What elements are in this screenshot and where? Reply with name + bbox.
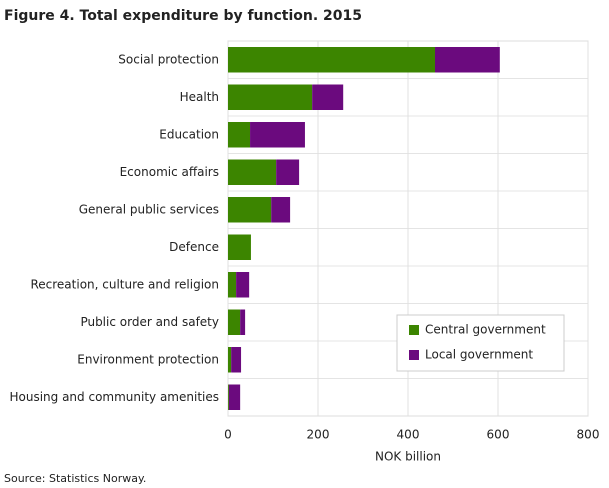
legend-box [396, 314, 565, 372]
x-tick-label: 200 [307, 428, 330, 442]
bar-segment [228, 384, 241, 410]
bar-segment [228, 159, 277, 185]
bar-segment [276, 159, 300, 185]
legend-label: Local government [425, 348, 533, 362]
x-tick-label: 800 [577, 428, 600, 442]
source: Source: Statistics Norway. [4, 472, 146, 485]
x-tick-label: 600 [487, 428, 510, 442]
bar-segment [271, 197, 291, 223]
bar-segment [228, 47, 435, 73]
y-tick-label: Housing and community amenities [9, 390, 219, 404]
bar-segment [435, 47, 500, 73]
bar-segment [228, 84, 313, 110]
legend-label: Central government [425, 323, 546, 337]
legend-swatch [409, 325, 419, 335]
y-tick-label: Social protection [118, 52, 219, 66]
y-tick-label: Environment protection [77, 352, 219, 366]
bar-segment [228, 122, 251, 148]
bar-segment [228, 234, 251, 260]
bar-segment [236, 272, 250, 298]
y-tick-label: Defence [169, 240, 219, 254]
y-tick-label: Recreation, culture and religion [30, 277, 219, 291]
x-tick-label: 0 [224, 428, 232, 442]
legend-swatch [409, 350, 419, 360]
bar-segment [228, 347, 232, 373]
bar-segment [312, 84, 344, 110]
bar-segment [240, 309, 246, 335]
y-tick-label: General public services [79, 202, 219, 216]
chart-title: Figure 4. Total expenditure by function.… [4, 8, 362, 24]
x-tick-label: 400 [397, 428, 420, 442]
bar-segment [250, 122, 305, 148]
bar-segment [228, 197, 272, 223]
x-axis-label: NOK billion [375, 450, 441, 464]
bar-segment [228, 384, 229, 410]
bar-segment [231, 347, 242, 373]
bar-segment [228, 272, 237, 298]
y-tick-label: Education [159, 127, 219, 141]
y-tick-label: Health [180, 90, 219, 104]
y-tick-label: Public order and safety [80, 315, 219, 329]
y-tick-label: Economic affairs [120, 165, 219, 179]
bar-segment [228, 309, 241, 335]
